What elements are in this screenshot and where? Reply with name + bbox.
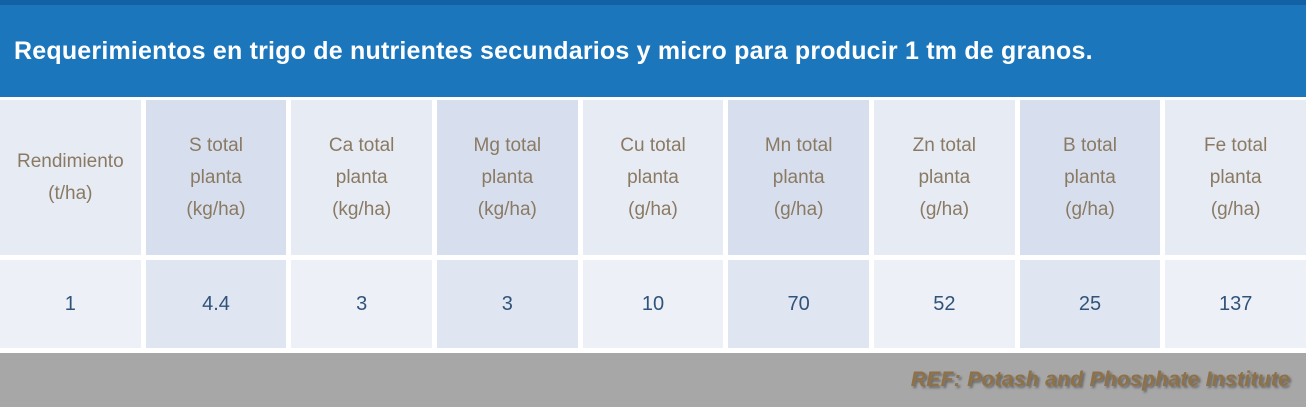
cell-mg-total-value: 3 (437, 260, 578, 348)
column-header-ca-total: Ca total planta (kg/ha) (291, 100, 432, 255)
cell-s-total-value: 4.4 (145, 260, 287, 348)
cell-zn-total-value: 52 (874, 260, 1015, 348)
cell-b-total-value: 25 (1019, 260, 1161, 348)
cell-mn-total-value: 70 (728, 260, 869, 348)
reference-text: REF: Potash and Phosphate Institute (910, 368, 1290, 391)
cell-ca-total-value: 3 (291, 260, 432, 348)
column-header-zn-total: Zn total planta (g/ha) (874, 100, 1015, 255)
cell-rendimiento-value: 1 (0, 260, 141, 348)
slide-title: Requerimientos en trigo de nutrientes se… (14, 36, 1093, 65)
cell-cu-total-value: 10 (582, 260, 724, 348)
reference-bar: REF: Potash and Phosphate Institute (0, 353, 1306, 407)
title-bar: Requerimientos en trigo de nutrientes se… (0, 0, 1306, 97)
column-header-s-total: S total planta (kg/ha) (145, 100, 287, 255)
column-header-b-total: B total planta (g/ha) (1019, 100, 1161, 255)
column-header-rendimiento: Rendimiento (t/ha) (0, 100, 141, 255)
column-header-mn-total: Mn total planta (g/ha) (728, 100, 869, 255)
column-header-cu-total: Cu total planta (g/ha) (582, 100, 724, 255)
column-header-fe-total: Fe total planta (g/ha) (1165, 100, 1306, 255)
cell-fe-total-value: 137 (1165, 260, 1306, 348)
nutrients-table: Rendimiento (t/ha) S total planta (kg/ha… (0, 100, 1306, 348)
column-header-mg-total: Mg total planta (kg/ha) (437, 100, 578, 255)
